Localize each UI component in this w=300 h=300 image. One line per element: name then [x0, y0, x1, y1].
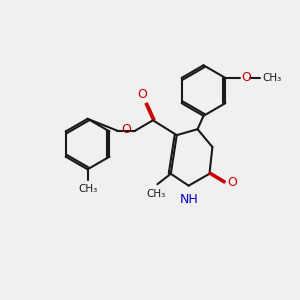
Text: O: O: [122, 123, 131, 136]
Text: CH₃: CH₃: [78, 184, 97, 194]
Text: O: O: [227, 176, 237, 189]
Text: CH₃: CH₃: [146, 189, 166, 199]
Text: O: O: [242, 71, 252, 84]
Text: O: O: [137, 88, 147, 101]
Text: NH: NH: [179, 193, 198, 206]
Text: CH₃: CH₃: [262, 73, 282, 83]
